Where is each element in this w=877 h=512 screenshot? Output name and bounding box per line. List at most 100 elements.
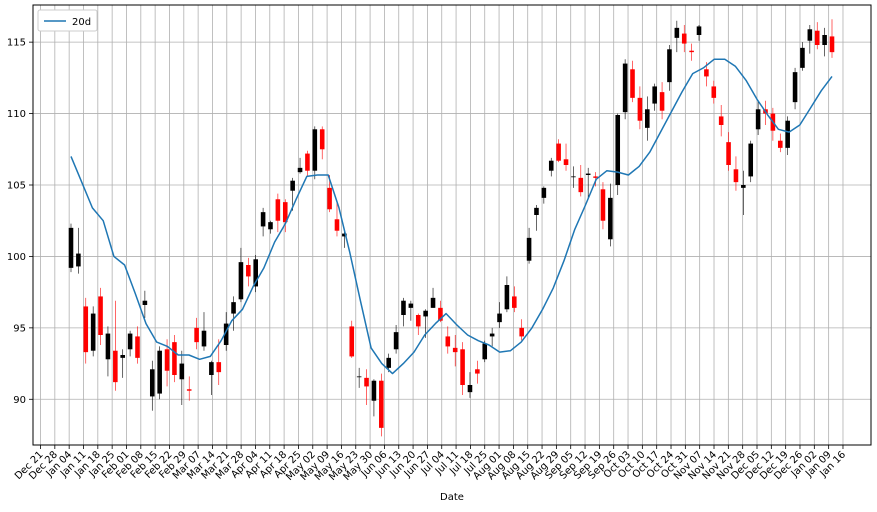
candle-body [615, 115, 621, 185]
y-tick-label: 110 [7, 109, 26, 120]
candle-body [512, 296, 517, 308]
candle-body [467, 385, 473, 393]
candle-body [571, 176, 576, 178]
candle-body [829, 36, 835, 53]
candle-body [674, 27, 680, 38]
candle-body [578, 177, 584, 193]
candle-body [216, 362, 222, 373]
candle-body [408, 303, 414, 308]
candle-body [637, 97, 643, 121]
candle-body [334, 219, 340, 231]
candle-body [209, 362, 214, 375]
candle-body [157, 350, 162, 394]
candle-body [423, 310, 428, 317]
moving-average-layer [70, 58, 833, 375]
candle-body [526, 237, 532, 261]
candle-body [312, 129, 318, 171]
candle-body [149, 369, 155, 397]
candle-body [445, 336, 451, 347]
candle-body [327, 187, 332, 210]
candle-body [667, 49, 672, 83]
plot-frame [32, 4, 872, 446]
y-tick-label: 95 [13, 323, 26, 334]
candle-body [83, 306, 89, 353]
candle-body [659, 92, 665, 111]
candle-body [482, 343, 488, 360]
candle-body [364, 377, 369, 387]
candle-body [172, 342, 177, 375]
candle-body [393, 332, 399, 350]
candle-body [600, 189, 606, 221]
candle-body [297, 167, 303, 173]
candle-body [120, 355, 126, 358]
candle-body [504, 285, 510, 310]
candle-body [452, 347, 458, 353]
candle-body [704, 69, 709, 77]
candle-body [415, 315, 421, 327]
candle-body [585, 173, 591, 175]
candle-body [741, 185, 746, 188]
candle-body [652, 86, 657, 104]
candle-body [98, 296, 103, 335]
candle-body [563, 159, 569, 165]
legend-box [37, 9, 98, 32]
candle-body [223, 323, 229, 345]
candle-body [246, 265, 251, 277]
candle-body [201, 330, 207, 347]
candle-body [105, 333, 111, 360]
candle-body [489, 333, 495, 337]
candle-body [305, 153, 310, 171]
candle-body [253, 259, 258, 287]
candle-body [822, 35, 827, 45]
candle-body [401, 300, 406, 315]
candle-body [135, 336, 140, 358]
candle-body [689, 50, 694, 53]
y-axis: 90 95 100 105 110 115 [7, 38, 33, 406]
candle-body [696, 26, 702, 35]
candle-body [438, 307, 443, 321]
candle-body [68, 227, 74, 268]
candle-body [238, 262, 244, 300]
y-tick-label: 105 [7, 181, 26, 192]
candle-body [231, 302, 236, 314]
candle-body [548, 160, 554, 171]
grid [33, 5, 871, 445]
candle-body [792, 72, 798, 103]
candle-body [460, 349, 465, 385]
candle-body [622, 63, 628, 113]
candle-body [179, 363, 185, 380]
candle-body [113, 350, 118, 383]
candle-body [755, 109, 761, 130]
candle-body [807, 29, 813, 41]
candle-body [164, 349, 170, 371]
candle-body [290, 180, 295, 191]
candle-body [275, 199, 281, 221]
candle-body [260, 212, 266, 227]
candle-body [379, 380, 384, 428]
legend: 20d [37, 9, 98, 32]
candle-body [814, 30, 820, 45]
candle-body [430, 297, 436, 308]
candle-body [90, 313, 96, 351]
candle-body [541, 187, 547, 198]
candle-body [356, 376, 362, 378]
candle-body [497, 313, 502, 323]
candle-body [645, 109, 650, 128]
candle-body [777, 140, 783, 148]
candle-body [556, 143, 561, 161]
candle-body [519, 327, 524, 337]
y-tick-label: 100 [7, 252, 26, 263]
legend-label: 20d [72, 17, 91, 28]
candle-body [475, 369, 480, 374]
candle-body [785, 120, 790, 148]
candle-body [194, 327, 199, 343]
ma-20d-line [70, 58, 833, 375]
candle-body [608, 197, 613, 240]
candle-body [319, 129, 325, 150]
candle-body [718, 116, 724, 125]
candle-body [748, 143, 754, 177]
